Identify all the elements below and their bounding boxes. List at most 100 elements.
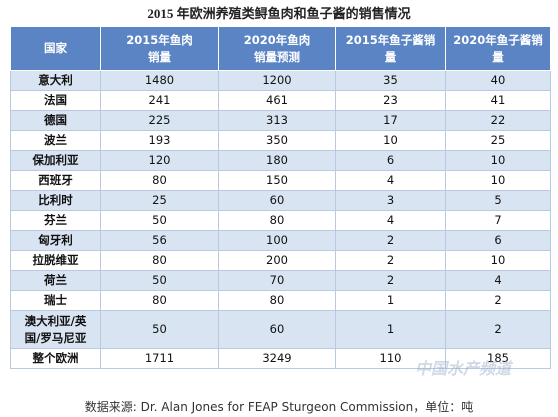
table-row: 澳大利亚/英 国/罗马尼亚 50 60 1 2 xyxy=(10,310,551,349)
table-row: 荷兰 50 70 2 4 xyxy=(10,270,551,291)
value-cell: 120 xyxy=(100,150,219,171)
cell-line: 国/罗马尼亚 xyxy=(24,330,87,345)
value-cell: 2 xyxy=(335,230,446,251)
value-cell: 2 xyxy=(335,270,446,291)
cell-line: 整个欧洲 xyxy=(32,351,79,365)
cell-line: 芬兰 xyxy=(44,213,67,227)
country-cell: 拉脱维亚 xyxy=(10,250,101,271)
cell-line: 荷兰 xyxy=(44,273,67,287)
cell-line: 销量 xyxy=(148,49,171,64)
value-cell: 35 xyxy=(335,70,446,91)
value-cell: 10 xyxy=(445,250,551,271)
value-cell: 50 xyxy=(100,270,219,291)
country-cell: 保加利亚 xyxy=(10,150,101,171)
value-cell: 80 xyxy=(100,250,219,271)
value-cell: 6 xyxy=(335,150,446,171)
country-cell: 德国 xyxy=(10,110,101,131)
value-cell: 200 xyxy=(218,250,336,271)
value-cell: 110 xyxy=(335,348,446,369)
value-cell: 80 xyxy=(100,170,219,191)
value-cell: 23 xyxy=(335,90,446,111)
value-cell: 70 xyxy=(218,270,336,291)
cell-line: 2015年鱼肉 xyxy=(126,32,193,47)
header-cell: 2020年鱼子酱销量 xyxy=(445,26,551,71)
sales-table: 国家 2015年鱼肉 销量 2020年鱼肉 销量预测 2015年鱼子酱销量 2020年鱼子酱… xyxy=(10,26,551,369)
country-cell: 西班牙 xyxy=(10,170,101,191)
cell-line: 拉脱维亚 xyxy=(32,253,79,267)
country-cell: 波兰 xyxy=(10,130,101,151)
country-cell: 法国 xyxy=(10,90,101,111)
value-cell: 225 xyxy=(100,110,219,131)
cell-line: 量 xyxy=(492,49,504,64)
value-cell: 80 xyxy=(100,290,219,311)
cell-line: 波兰 xyxy=(44,133,67,147)
value-cell: 50 xyxy=(100,210,219,231)
value-cell: 2 xyxy=(445,310,551,349)
table-row: 匈牙利 56 100 2 6 xyxy=(10,230,551,251)
cell-line: 保加利亚 xyxy=(32,153,79,167)
value-cell: 100 xyxy=(218,230,336,251)
value-cell: 40 xyxy=(445,70,551,91)
country-cell: 荷兰 xyxy=(10,270,101,291)
header-cell: 2015年鱼子酱销量 xyxy=(335,26,446,71)
value-cell: 10 xyxy=(445,170,551,191)
cell-line: 2020年鱼子酱销 xyxy=(453,32,543,47)
table-row: 比利时 25 60 3 5 xyxy=(10,190,551,211)
cell-line: 2020年鱼肉 xyxy=(243,32,311,47)
cell-line: 量 xyxy=(384,49,397,64)
value-cell: 1 xyxy=(335,290,446,311)
header-cell: 2015年鱼肉 销量 xyxy=(100,26,219,71)
cell-line: 意大利 xyxy=(38,73,73,87)
value-cell: 1480 xyxy=(100,70,219,91)
source-note: 数据来源: Dr. Alan Jones for FEAP Sturgeon C… xyxy=(84,400,474,414)
cell-line: 匈牙利 xyxy=(38,233,73,247)
header-row: 国家 2015年鱼肉 销量 2020年鱼肉 销量预测 2015年鱼子酱销量 2020年鱼子酱… xyxy=(10,26,551,71)
title: 2015 年欧洲养殖类鲟鱼肉和鱼子酱的销售情况 xyxy=(147,6,411,21)
value-cell: 2 xyxy=(335,250,446,271)
value-cell: 80 xyxy=(218,290,336,311)
value-cell: 193 xyxy=(100,130,219,151)
country-cell: 澳大利亚/英 国/罗马尼亚 xyxy=(10,310,101,349)
cell-line: 国家 xyxy=(44,41,67,55)
header-cell: 2020年鱼肉 销量预测 xyxy=(218,26,336,71)
value-cell: 3249 xyxy=(218,348,336,369)
value-cell: 41 xyxy=(445,90,551,111)
country-cell: 整个欧洲 xyxy=(10,348,101,369)
table-row: 保加利亚 120 180 6 10 xyxy=(10,150,551,171)
value-cell: 60 xyxy=(218,190,336,211)
cell-line: 德国 xyxy=(44,113,67,127)
value-cell: 1200 xyxy=(218,70,336,91)
cell-line: 西班牙 xyxy=(38,173,73,187)
value-cell: 25 xyxy=(445,130,551,151)
value-cell: 6 xyxy=(445,230,551,251)
watermark: 中国水产频道 xyxy=(415,359,512,378)
value-cell: 180 xyxy=(218,150,336,171)
cell-line: 2015年鱼子酱销 xyxy=(345,32,436,47)
cell-line: 澳大利亚/英 xyxy=(24,313,87,328)
country-cell: 意大利 xyxy=(10,70,101,91)
value-cell: 150 xyxy=(218,170,336,191)
table-row: 芬兰 50 80 4 7 xyxy=(10,210,551,231)
table-row: 意大利 1480 1200 35 40 xyxy=(10,70,551,91)
country-cell: 比利时 xyxy=(10,190,101,211)
value-cell: 7 xyxy=(445,210,551,231)
value-cell: 10 xyxy=(445,150,551,171)
table-row: 瑞士 80 80 1 2 xyxy=(10,290,551,311)
value-cell: 60 xyxy=(218,310,336,349)
value-cell: 241 xyxy=(100,90,219,111)
header-cell: 国家 xyxy=(10,26,101,71)
value-cell: 22 xyxy=(445,110,551,131)
value-cell: 5 xyxy=(445,190,551,211)
value-cell: 1711 xyxy=(100,348,219,369)
value-cell: 461 xyxy=(218,90,336,111)
table-row: 拉脱维亚 80 200 2 10 xyxy=(10,250,551,271)
country-cell: 匈牙利 xyxy=(10,230,101,251)
cell-line: 瑞士 xyxy=(44,293,67,307)
value-cell: 185 xyxy=(445,348,551,369)
table-row: 西班牙 80 150 4 10 xyxy=(10,170,551,191)
value-cell: 10 xyxy=(335,130,446,151)
value-cell: 4 xyxy=(335,210,446,231)
value-cell: 1 xyxy=(335,310,446,349)
value-cell: 50 xyxy=(100,310,219,349)
